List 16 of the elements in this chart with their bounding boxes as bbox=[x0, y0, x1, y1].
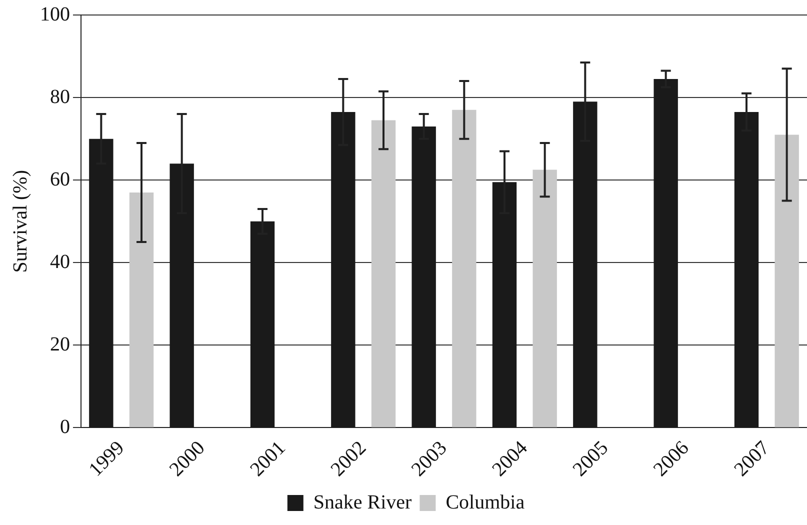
legend-label: Columbia bbox=[446, 491, 525, 514]
y-tick-label: 60 bbox=[50, 168, 70, 190]
legend-label: Snake River bbox=[313, 491, 412, 514]
x-tick-label: 2001 bbox=[246, 436, 290, 481]
bar bbox=[452, 110, 476, 428]
y-tick-label: 0 bbox=[60, 416, 70, 438]
bar bbox=[129, 192, 154, 428]
y-tick-label: 20 bbox=[50, 333, 70, 356]
y-tick-label: 40 bbox=[50, 250, 70, 273]
x-tick-label: 1999 bbox=[84, 436, 129, 481]
y-tick-label: 100 bbox=[40, 3, 70, 26]
y-tick-label: 80 bbox=[50, 86, 70, 108]
bar bbox=[371, 120, 396, 428]
bar bbox=[532, 170, 557, 428]
bar bbox=[774, 134, 799, 428]
y-axis-title: Survival (%) bbox=[9, 170, 32, 273]
